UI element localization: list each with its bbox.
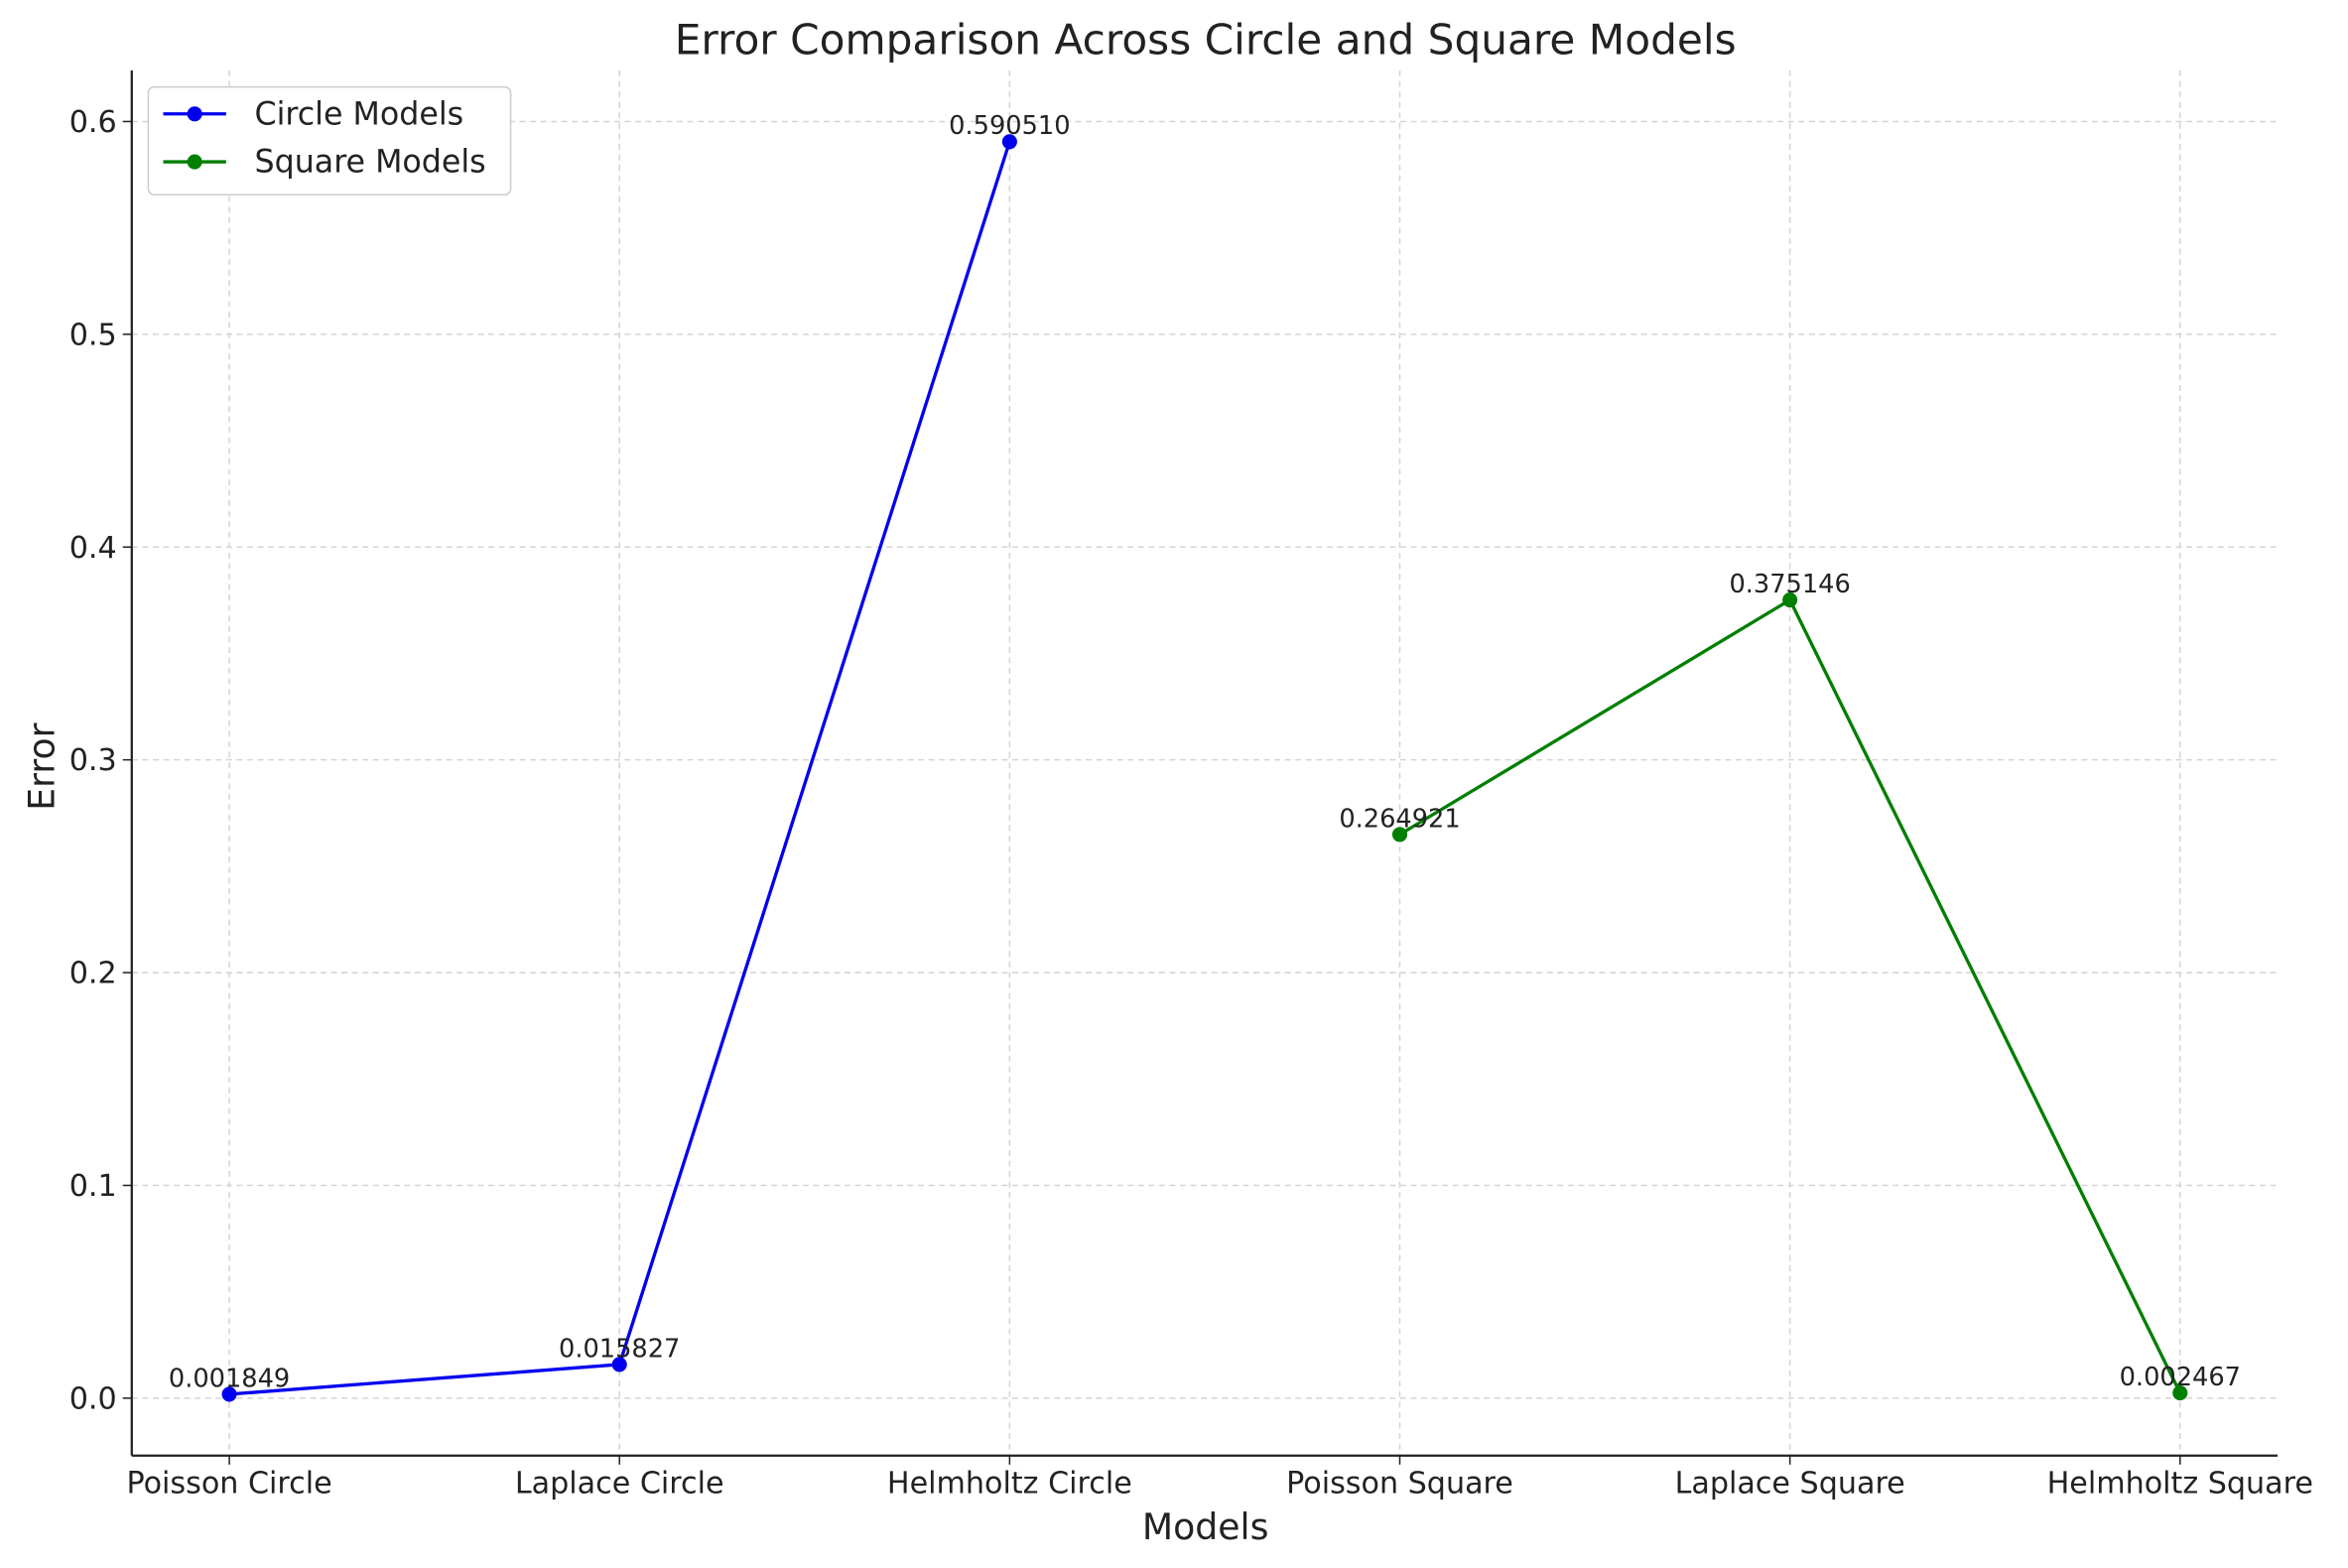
- legend-marker: [187, 154, 202, 170]
- data-label: 0.001849: [169, 1364, 290, 1393]
- x-tick-label: Laplace Circle: [515, 1466, 724, 1501]
- data-point: [1391, 827, 1408, 843]
- data-point: [221, 1386, 237, 1402]
- data-label: 0.264921: [1339, 804, 1460, 834]
- x-tick-label: Laplace Square: [1675, 1466, 1905, 1501]
- data-point: [1001, 134, 1017, 150]
- legend-marker: [187, 106, 202, 122]
- chart-title: Error Comparison Across Circle and Squar…: [675, 15, 1737, 64]
- data-point: [611, 1357, 627, 1372]
- legend-box: [147, 85, 512, 196]
- x-tick-label: Poisson Circle: [126, 1466, 331, 1501]
- data-label: 0.002467: [2120, 1363, 2241, 1392]
- legend-label: Square Models: [255, 145, 486, 181]
- legend-label: Circle Models: [255, 96, 464, 132]
- y-tick-label: 0.1: [69, 1169, 117, 1204]
- data-label: 0.015827: [559, 1334, 680, 1364]
- data-point: [2172, 1385, 2188, 1401]
- data-label: 0.375146: [1729, 570, 1850, 599]
- y-tick-label: 0.2: [69, 957, 117, 991]
- x-tick-label: Poisson Square: [1286, 1466, 1513, 1501]
- y-tick-label: 0.4: [69, 531, 117, 566]
- y-tick-label: 0.0: [69, 1381, 117, 1416]
- data-label: 0.590510: [949, 111, 1070, 141]
- x-axis-label: Models: [1142, 1505, 1269, 1548]
- x-tick-label: Helmholtz Circle: [887, 1466, 1132, 1501]
- y-tick-label: 0.5: [69, 318, 117, 352]
- data-point: [1782, 591, 1798, 608]
- x-tick-label: Helmholtz Square: [2047, 1466, 2313, 1501]
- y-tick-label: 0.6: [69, 105, 117, 140]
- y-tick-label: 0.3: [69, 743, 117, 778]
- y-axis-label: Error: [20, 722, 63, 810]
